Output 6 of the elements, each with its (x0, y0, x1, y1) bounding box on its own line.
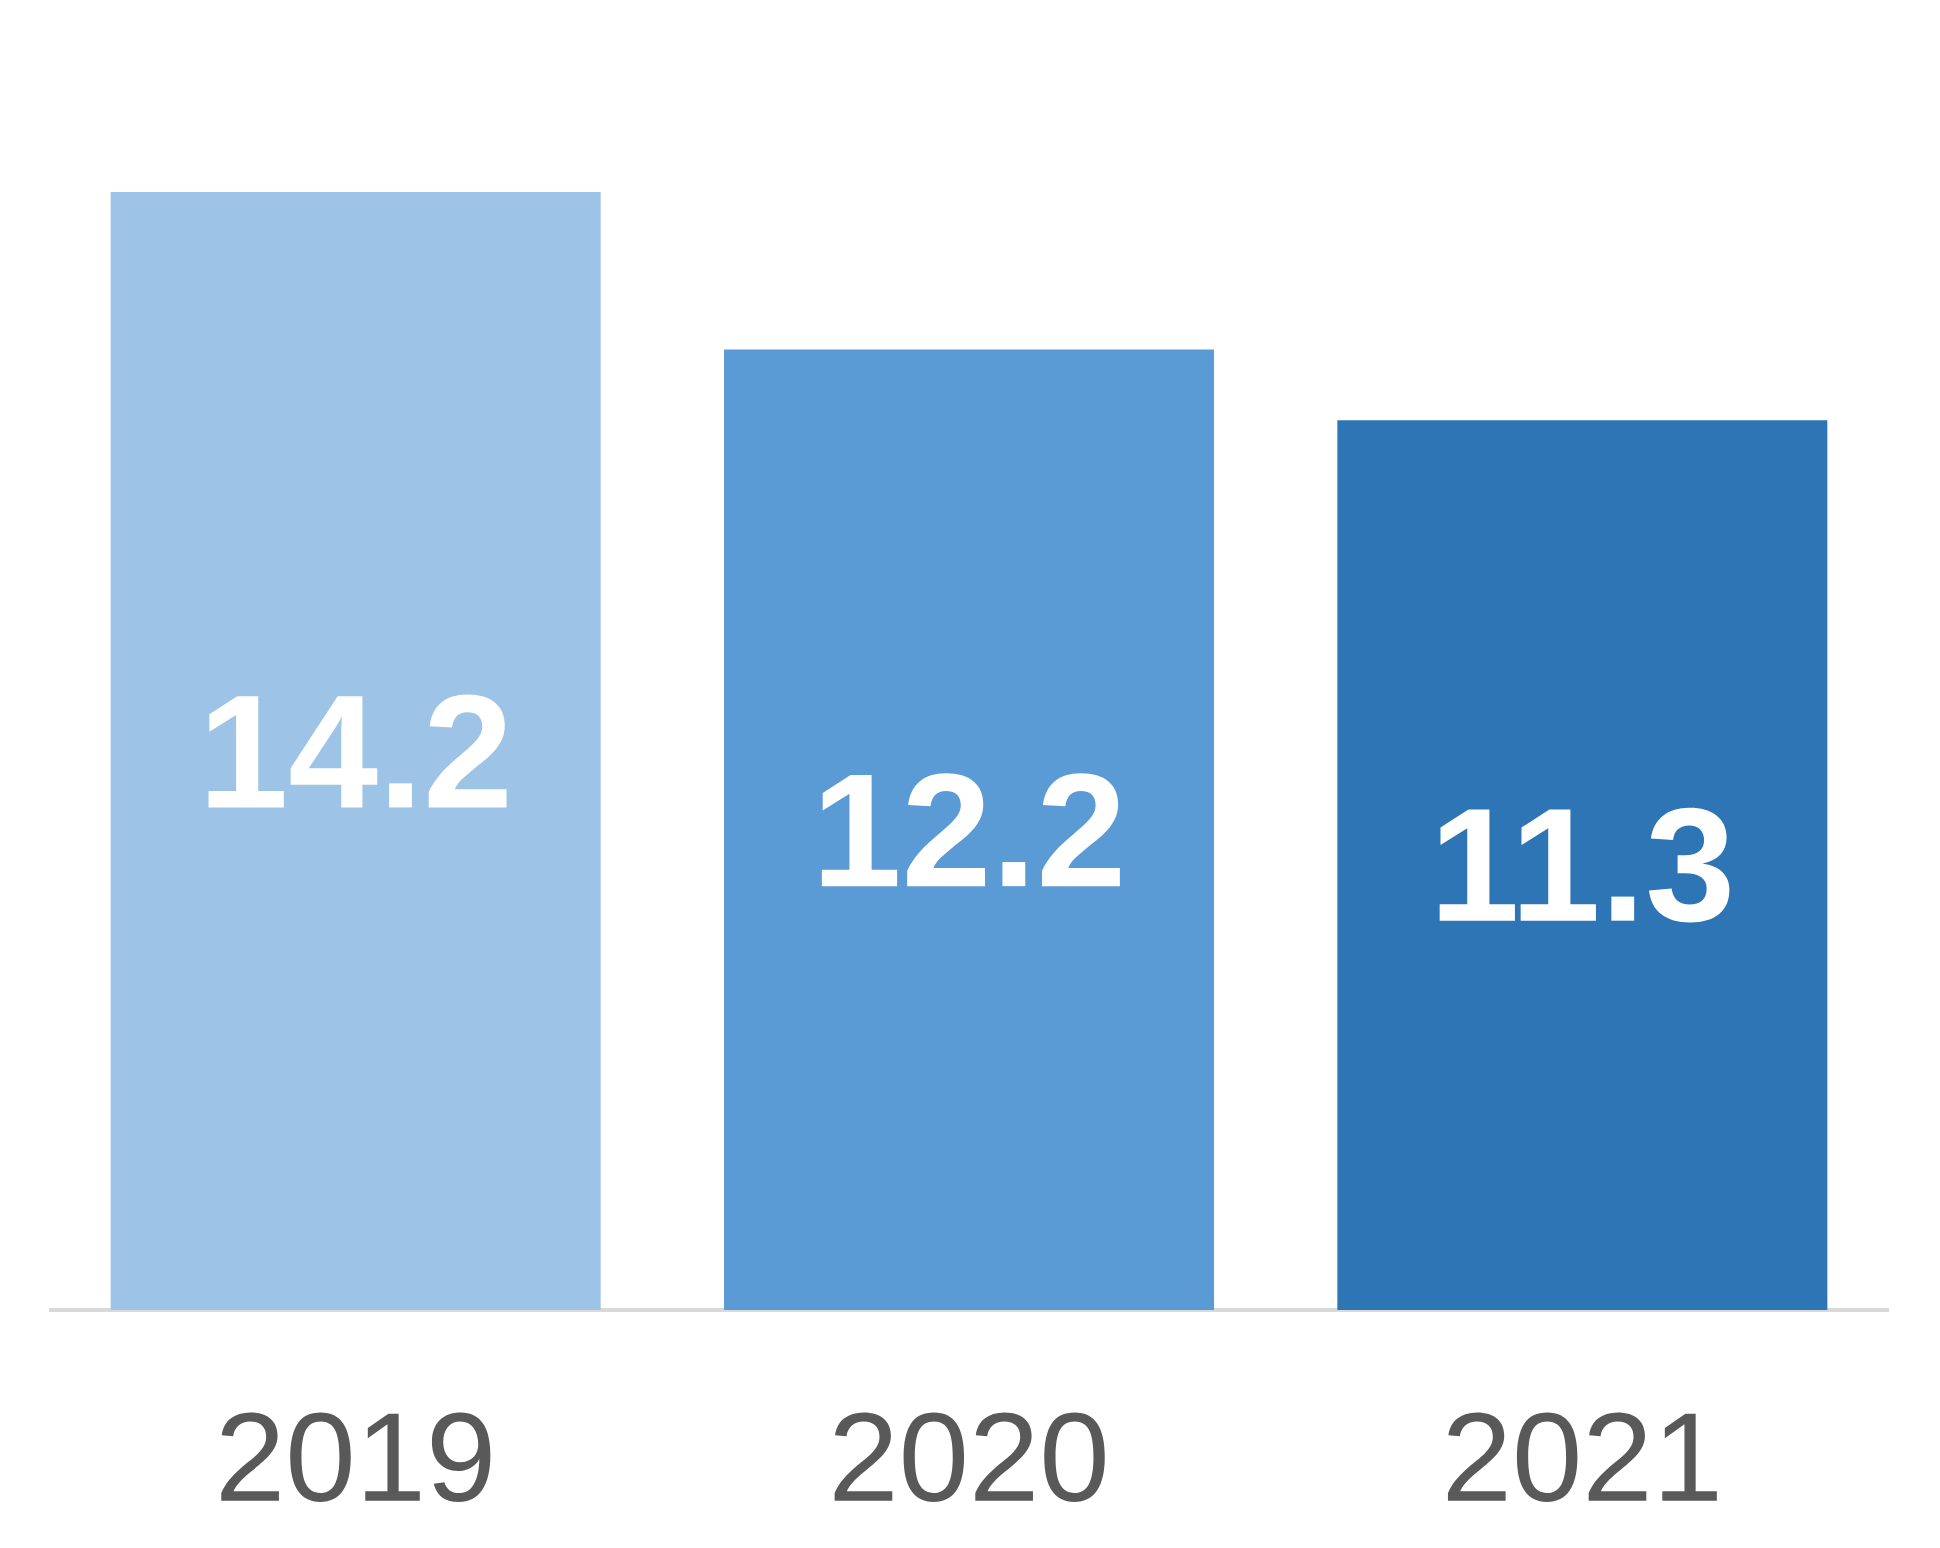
data-label: 14.2 (208, 694, 507, 808)
data-label: 11.3 (1439, 807, 1730, 923)
x-tick-label: 2021 (1447, 1412, 1717, 1502)
x-tick-label: 2019 (221, 1412, 491, 1502)
x-tick-label: 2020 (834, 1412, 1105, 1502)
data-label: 12.2 (821, 773, 1120, 887)
